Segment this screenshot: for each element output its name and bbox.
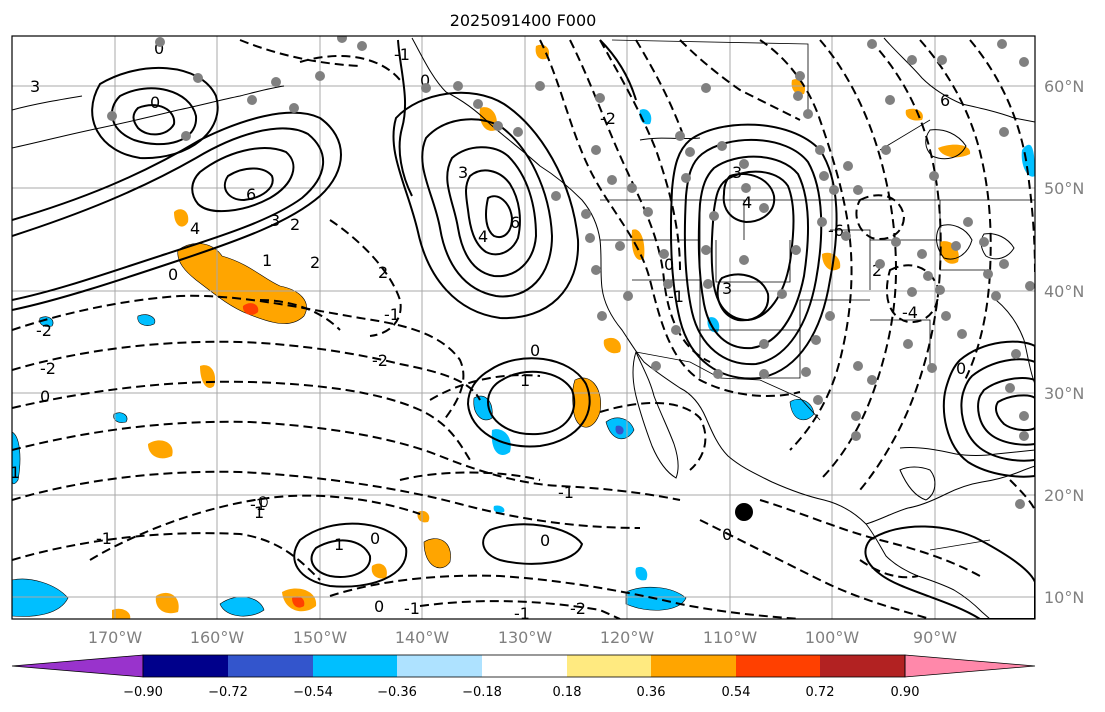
lat-tick-label: 40°N <box>1044 282 1084 301</box>
contour-label: 2 <box>872 261 882 280</box>
lon-tick-label: 170°W <box>88 628 143 647</box>
colorbar: −0.90 −0.72 −0.54 −0.36 −0.18 0.18 0.36 … <box>11 654 1036 700</box>
contour-label: -1 <box>250 495 266 514</box>
contour-label: -6 <box>828 221 844 240</box>
contour-label: -2 <box>570 599 586 618</box>
lat-tick-label: 30°N <box>1044 384 1084 403</box>
contour-label: 3 <box>270 211 280 230</box>
map-frame <box>11 35 1036 620</box>
contour-label: 3 <box>458 163 468 182</box>
contour-label: 1 <box>334 535 344 554</box>
colorbar-segment <box>397 655 482 677</box>
contour-label: 0 <box>420 71 430 90</box>
lon-tick-label: 120°W <box>600 628 655 647</box>
contour-label: -2 <box>372 351 388 370</box>
contour-label: 0 <box>956 359 966 378</box>
colorbar-segment <box>143 655 228 677</box>
contour-label: 1 <box>10 463 20 482</box>
contour-label: 3 <box>722 279 732 298</box>
contour-label: -2 <box>40 359 56 378</box>
map-title: 2025091400 F000 <box>450 11 597 30</box>
contour-label: 6 <box>510 213 520 232</box>
contour-label: -1 <box>404 599 420 618</box>
contour-label: -1 <box>384 305 400 324</box>
contour-label: 0 <box>168 265 178 284</box>
lon-tick-label: 110°W <box>703 628 758 647</box>
lon-tick-label: 150°W <box>293 628 348 647</box>
latitude-axis: 60°N 50°N 40°N 30°N 20°N 10°N <box>1044 77 1084 607</box>
colorbar-label: −0.54 <box>293 685 333 700</box>
colorbar-segment <box>651 655 736 677</box>
colorbar-segment <box>482 655 567 677</box>
colorbar-label: 0.36 <box>637 685 666 700</box>
contour-label: 1 <box>254 503 264 522</box>
contour-label: 0 <box>370 529 380 548</box>
station-markers <box>107 36 1035 509</box>
contour-label: 1 <box>520 371 530 390</box>
contour-label: -1 <box>668 287 684 306</box>
colorbar-label: −0.18 <box>462 685 502 700</box>
contour-label: 3 <box>732 163 742 182</box>
colorbar-label: 0.72 <box>806 685 835 700</box>
colorbar-segment <box>736 655 820 677</box>
colorbar-segment <box>313 655 397 677</box>
colorbar-label: 0.18 <box>553 685 582 700</box>
lon-tick-label: 130°W <box>498 628 553 647</box>
longitude-axis: 170°W 160°W 150°W 140°W 130°W 120°W 110°… <box>88 628 957 647</box>
map-panel: 0 3 0 6 4 3 2 1 0 2 -2 -2 0 3 6 4 -1 -2 … <box>10 36 1035 623</box>
contour-label: 2 <box>378 263 388 282</box>
lon-tick-label: 160°W <box>190 628 245 647</box>
colorbar-segment <box>228 655 313 677</box>
contour-label: -1 <box>514 604 530 623</box>
colorbar-label: 0.54 <box>722 685 751 700</box>
lat-tick-label: 60°N <box>1044 77 1084 96</box>
contour-label: 0 <box>150 93 160 112</box>
storm-marker <box>735 503 753 521</box>
contour-label: 6 <box>940 91 950 110</box>
contour-label: 2 <box>290 215 300 234</box>
lon-tick-label: 100°W <box>805 628 860 647</box>
coastlines <box>12 37 1035 619</box>
contour-label: 0 <box>664 255 674 274</box>
colorbar-label: −0.72 <box>208 685 248 700</box>
colorbar-label: −0.90 <box>123 685 163 700</box>
contour-labels: 0 3 0 6 4 3 2 1 0 2 -2 -2 0 3 6 4 -1 -2 … <box>10 39 966 623</box>
contour-label: 0 <box>374 597 384 616</box>
contour-label: 0 <box>530 341 540 360</box>
contour-label: -4 <box>902 303 918 322</box>
contour-label: 3 <box>30 77 40 96</box>
colorbar-extend-high <box>904 654 1036 678</box>
lat-tick-label: 20°N <box>1044 486 1084 505</box>
contour-label: 2 <box>310 253 320 272</box>
contour-label: -2 <box>36 321 52 340</box>
contour-label: 4 <box>742 193 752 212</box>
lat-tick-label: 50°N <box>1044 179 1084 198</box>
colorbar-extend-low <box>11 654 144 678</box>
lon-tick-label: 140°W <box>395 628 450 647</box>
contour-label: 6 <box>246 185 256 204</box>
contour-label: -1 <box>96 529 112 548</box>
contour-label: 0 <box>40 387 50 406</box>
contour-label: 4 <box>190 219 200 238</box>
lat-tick-label: 10°N <box>1044 588 1084 607</box>
contour-label: 0 <box>540 531 550 550</box>
contour-label: 4 <box>478 227 488 246</box>
contour-label: -1 <box>394 45 410 64</box>
contour-label: -2 <box>600 109 616 128</box>
contour-label: 0 <box>154 39 164 58</box>
colorbar-segment <box>567 655 651 677</box>
contour-label: 1 <box>262 251 272 270</box>
colorbar-label: 0.90 <box>891 685 920 700</box>
colorbar-segment <box>820 655 905 677</box>
lon-tick-label: 90°W <box>913 628 957 647</box>
contour-label: 0 <box>722 525 732 544</box>
colorbar-label: −0.36 <box>377 685 417 700</box>
contour-label: -1 <box>558 483 574 502</box>
